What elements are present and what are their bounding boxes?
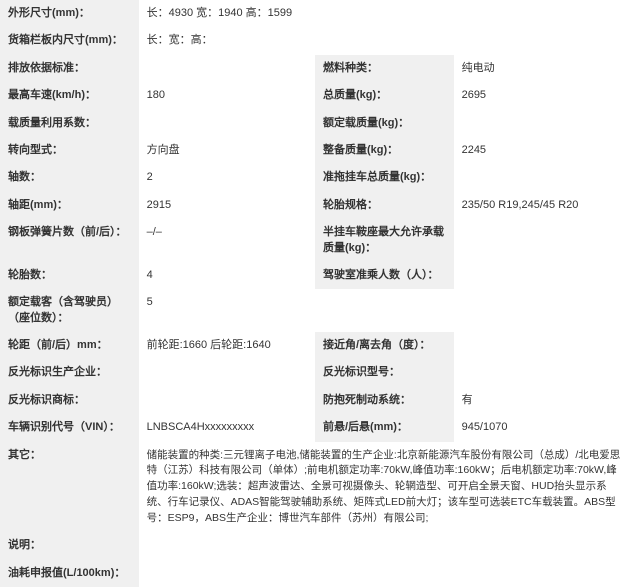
spec-label: 接近角/离去角（度）： [315,332,454,359]
spec-value: 180 [139,82,315,109]
spec-value: 945/1070 [454,414,630,441]
table-row: 油耗申报值(L/100km)： [0,560,630,587]
spec-value: 235/50 R19,245/45 R20 [454,192,630,219]
spec-value: 长：宽：高： [139,27,630,54]
spec-value [139,55,315,82]
spec-label: 轴距(mm)： [0,192,139,219]
spec-value [454,332,630,359]
spec-value: 2695 [454,82,630,109]
spec-label: 轮距（前/后）mm： [0,332,139,359]
table-row: 反光标识商标： 防抱死制动系统：有 [0,387,630,414]
spec-label: 额定载质量(kg)： [315,110,454,137]
spec-table: 外形尺寸(mm)：长：4930 宽：1940 高：1599货箱栏板内尺寸(mm)… [0,0,630,587]
spec-value: 4 [139,262,315,289]
spec-value: LNBSCA4Hxxxxxxxxx [139,414,315,441]
spec-value: 2915 [139,192,315,219]
spec-label: 总质量(kg)： [315,82,454,109]
spec-label: 燃料种类： [315,55,454,82]
table-row: 载质量利用系数： 额定载质量(kg)： [0,110,630,137]
table-row: 钢板弹簧片数（前/后）：–/–半挂车鞍座最大允许承载质量(kg)： [0,219,630,262]
table-row: 最高车速(km/h)：180总质量(kg)：2695 [0,82,630,109]
spec-value [139,359,315,386]
spec-value: 2245 [454,137,630,164]
spec-label: 轮胎数： [0,262,139,289]
spec-value [454,110,630,137]
spec-label: 驾驶室准乘人数（人）： [315,262,454,289]
spec-value: 储能装置的种类:三元锂离子电池,储能装置的生产企业:北京新能源汽车股份有限公司（… [139,442,630,533]
spec-value [139,560,630,587]
spec-label: 轮胎规格： [315,192,454,219]
table-row: 轮距（前/后）mm：前轮距:1660 后轮距:1640接近角/离去角（度）： [0,332,630,359]
spec-label: 排放依据标准： [0,55,139,82]
spec-label: 防抱死制动系统： [315,387,454,414]
spec-label: 车辆识别代号（VIN）： [0,414,139,441]
spec-value [139,110,315,137]
spec-label: 油耗申报值(L/100km)： [0,560,139,587]
spec-value: 纯电动 [454,55,630,82]
spec-value: 方向盘 [139,137,315,164]
spec-value: 5 [139,289,630,332]
spec-label: 载质量利用系数： [0,110,139,137]
table-row: 说明： [0,532,630,559]
spec-value [454,359,630,386]
spec-label: 准拖挂车总质量(kg)： [315,164,454,191]
table-row: 货箱栏板内尺寸(mm)：长：宽：高： [0,27,630,54]
spec-label: 最高车速(km/h)： [0,82,139,109]
table-row: 车辆识别代号（VIN）：LNBSCA4Hxxxxxxxxx前悬/后悬(mm)：9… [0,414,630,441]
spec-label: 额定载客（含驾驶员）（座位数）： [0,289,139,332]
spec-value [139,532,630,559]
table-row: 转向型式：方向盘整备质量(kg)：2245 [0,137,630,164]
spec-value: 有 [454,387,630,414]
spec-label: 轴数： [0,164,139,191]
spec-label: 反光标识生产企业： [0,359,139,386]
spec-label: 货箱栏板内尺寸(mm)： [0,27,139,54]
table-row: 轴距(mm)：2915轮胎规格：235/50 R19,245/45 R20 [0,192,630,219]
spec-label: 转向型式： [0,137,139,164]
spec-label: 钢板弹簧片数（前/后）： [0,219,139,262]
table-row: 反光标识生产企业： 反光标识型号： [0,359,630,386]
spec-label: 半挂车鞍座最大允许承载质量(kg)： [315,219,454,262]
spec-value [454,262,630,289]
table-row: 其它：储能装置的种类:三元锂离子电池,储能装置的生产企业:北京新能源汽车股份有限… [0,442,630,533]
table-row: 外形尺寸(mm)：长：4930 宽：1940 高：1599 [0,0,630,27]
spec-label: 前悬/后悬(mm)： [315,414,454,441]
spec-value: 长：4930 宽：1940 高：1599 [139,0,630,27]
spec-label: 整备质量(kg)： [315,137,454,164]
spec-label: 其它： [0,442,139,533]
spec-value: 2 [139,164,315,191]
table-row: 额定载客（含驾驶员）（座位数）：5 [0,289,630,332]
spec-value [454,219,630,262]
spec-label: 外形尺寸(mm)： [0,0,139,27]
spec-label: 反光标识型号： [315,359,454,386]
spec-label: 反光标识商标： [0,387,139,414]
spec-value [454,164,630,191]
table-row: 轮胎数：4驾驶室准乘人数（人）： [0,262,630,289]
spec-label: 说明： [0,532,139,559]
spec-value [139,387,315,414]
spec-value: 前轮距:1660 后轮距:1640 [139,332,315,359]
table-row: 排放依据标准： 燃料种类：纯电动 [0,55,630,82]
table-row: 轴数：2准拖挂车总质量(kg)： [0,164,630,191]
spec-value: –/– [139,219,315,262]
